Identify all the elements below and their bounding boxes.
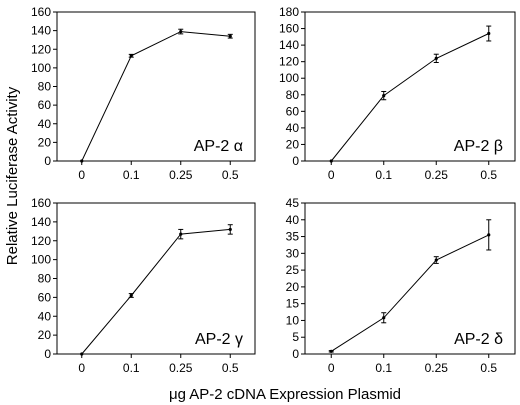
data-point <box>329 159 333 163</box>
data-point <box>179 232 183 236</box>
x-tick-label: 0.1 <box>123 168 140 182</box>
data-point <box>382 316 386 320</box>
plot-area-frame <box>304 11 516 162</box>
x-tick-label: 0.1 <box>375 361 392 375</box>
y-tick-label: 100 <box>31 61 51 75</box>
series-line <box>331 234 490 352</box>
data-point <box>228 34 232 38</box>
data-point <box>329 349 333 353</box>
y-tick-label: 60 <box>38 290 52 304</box>
y-tick-label: 20 <box>38 135 52 149</box>
y-tick-label: 0 <box>44 347 51 361</box>
y-tick-label: 40 <box>286 121 300 135</box>
y-tick-label: 25 <box>286 263 300 277</box>
y-tick-label: 40 <box>286 213 300 227</box>
x-tick-label: 0.25 <box>425 361 449 375</box>
chart-panel-2: 0 20 40 60 80 100 120 140 160 180 0 0.1 0.25 0.5 AP-2 … <box>279 5 516 182</box>
y-tick-label: 40 <box>38 117 52 131</box>
x-tick-label: 0.5 <box>222 168 239 182</box>
y-tick-label: 20 <box>286 137 300 151</box>
x-tick-label: 0.5 <box>480 168 497 182</box>
y-tick-label: 80 <box>38 80 52 94</box>
data-point <box>487 233 491 237</box>
data-point <box>487 31 491 36</box>
series-line <box>81 228 231 355</box>
y-tick-label: 140 <box>31 215 51 229</box>
y-tick-label: 5 <box>292 330 299 344</box>
y-tick-label: 140 <box>31 24 51 38</box>
y-tick-label: 40 <box>38 309 52 323</box>
data-point <box>228 227 232 232</box>
y-tick-label: 120 <box>279 55 299 69</box>
panel-label: AP-2 α <box>194 138 243 155</box>
y-tick-label: 20 <box>286 280 300 294</box>
x-tick-label: 0.25 <box>425 168 449 182</box>
y-tick-label: 0 <box>292 154 299 168</box>
plot-area-frame <box>304 202 516 355</box>
y-tick-label: 0 <box>44 154 51 168</box>
panel-label: AP-2 β <box>454 138 503 155</box>
y-tick-label: 120 <box>31 42 51 56</box>
data-point <box>434 56 438 60</box>
y-tick-label: 80 <box>38 272 52 286</box>
y-tick-label: 100 <box>31 253 51 267</box>
chart-panel-4: 0 5 10 15 20 25 30 35 40 45 0 0.1 0.25 0.5 AP-2 δ <box>286 196 516 375</box>
data-point <box>80 352 84 356</box>
x-tick-label: 0.1 <box>375 168 392 182</box>
x-tick-label: 0.5 <box>222 361 239 375</box>
data-point <box>434 258 438 262</box>
y-tick-label: 160 <box>31 5 51 19</box>
y-tick-label: 80 <box>286 88 300 102</box>
y-tick-label: 120 <box>31 234 51 248</box>
y-tick-label: 35 <box>286 230 300 244</box>
data-point <box>179 29 183 34</box>
y-tick-label: 15 <box>286 297 300 311</box>
y-tick-label: 100 <box>279 71 299 85</box>
x-tick-label: 0.25 <box>169 168 193 182</box>
x-tick-label: 0 <box>78 168 85 182</box>
x-tick-label: 0 <box>328 361 335 375</box>
chart-panel-3: 0 20 40 60 80 100 120 140 160 0 0.1 0.25 0.5 AP-2 γ <box>31 196 256 375</box>
y-tick-label: 60 <box>38 98 52 112</box>
data-point <box>80 159 84 163</box>
y-tick-label: 0 <box>292 347 299 361</box>
x-tick-label: 0 <box>78 361 85 375</box>
chart-panel-1: 0 20 40 60 80 100 120 140 160 0 0.1 0.25 0.5 AP-2 α <box>31 5 256 182</box>
data-point <box>129 54 133 58</box>
y-tick-label: 60 <box>286 104 300 118</box>
y-tick-label: 140 <box>279 38 299 52</box>
data-point <box>129 293 133 298</box>
panel-label: AP-2 γ <box>195 331 243 348</box>
series-line <box>81 31 231 162</box>
x-tick-label: 0.5 <box>480 361 497 375</box>
x-tick-label: 0 <box>328 168 335 182</box>
y-axis-title: Relative Luciferase Activity <box>4 86 21 265</box>
y-tick-label: 160 <box>31 196 51 210</box>
panel-label: AP-2 δ <box>454 331 503 348</box>
y-tick-label: 20 <box>38 328 52 342</box>
data-point <box>382 94 386 98</box>
y-tick-label: 160 <box>279 22 299 36</box>
x-tick-label: 0.25 <box>169 361 193 375</box>
x-tick-label: 0.1 <box>123 361 140 375</box>
series-line <box>330 33 490 162</box>
x-axis-title: μg AP-2 cDNA Expression Plasmid <box>169 386 401 403</box>
y-tick-label: 45 <box>286 196 300 210</box>
y-tick-label: 180 <box>279 5 299 19</box>
y-tick-label: 30 <box>286 246 300 260</box>
y-tick-label: 10 <box>286 313 300 327</box>
